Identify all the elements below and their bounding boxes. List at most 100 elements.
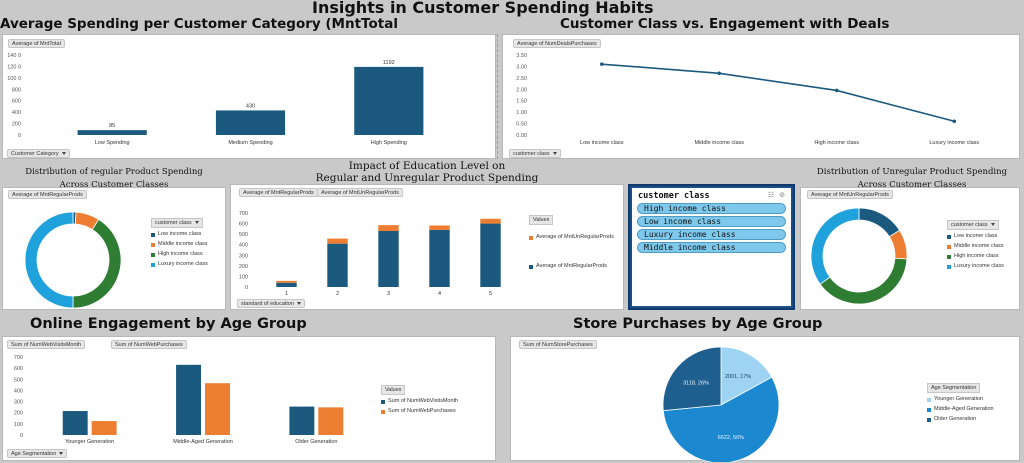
- avg-spending-panel: Average of MntTotal 0 200 400 600 800 100 0 12…: [2, 34, 496, 159]
- class-engagement-category-label: Middle income class: [694, 140, 744, 146]
- legend-item: Luxury income class: [151, 261, 223, 268]
- class-engagement-point: [599, 62, 604, 66]
- age-segmentation-label: Age Segmentation: [11, 451, 57, 457]
- customer-category-filter[interactable]: Customer Category: [7, 149, 70, 158]
- avg-spending-ytick-label: 100 0: [7, 76, 21, 82]
- legend-swatch: [151, 252, 155, 257]
- online-bar: [91, 421, 117, 435]
- online-ytick-label: 600: [14, 366, 23, 372]
- legend-swatch: [947, 254, 951, 259]
- avg-spending-ytick-label: 140 0: [7, 53, 21, 59]
- avg-spending-chart: 0 200 400 600 800 100 0 120 0 140 0 85 Low Spendi…: [7, 53, 424, 146]
- slicer-item-high-income[interactable]: High income class: [637, 203, 786, 214]
- legend-label: Sum of NumWebVisitsMonth: [388, 398, 459, 404]
- online-category-label: Younger Generation: [65, 439, 114, 445]
- education-category-label: 5: [489, 291, 492, 297]
- legend-item: Low income class: [151, 231, 223, 238]
- legend-label: Older Generation: [934, 416, 977, 422]
- legend-label: Middle-Aged Generation: [934, 406, 994, 412]
- legend-label: Luxury income class: [158, 261, 208, 267]
- sum-web-visits-field[interactable]: Sum of NumWebVisitsMonth: [7, 340, 86, 349]
- store-slice: [662, 346, 722, 412]
- chevron-down-icon: [194, 221, 199, 225]
- online-bar: [176, 364, 201, 435]
- avg-spending-ytick-label: 200: [12, 122, 21, 128]
- avg-spending-category-label: High Spending: [371, 140, 407, 146]
- legend-swatch: [529, 235, 533, 240]
- online-ytick-label: 0: [20, 433, 23, 439]
- class-engagement-point: [952, 119, 957, 124]
- slicer-item-middle-income[interactable]: Middle income class: [637, 242, 786, 253]
- online-legend: Values Sum of NumWebVisitsMonth Sum of N…: [381, 385, 493, 418]
- education-ytick-label: 700: [239, 211, 248, 217]
- store-legend: Age Segmentation Younger Generation Midd…: [927, 383, 1019, 426]
- class-engagement-ytick-label: 3.00: [516, 64, 527, 70]
- online-bar: [62, 411, 88, 435]
- avg-spending-category-label: Medium Spending: [228, 140, 272, 146]
- unregular-dist-slice: [810, 207, 860, 285]
- regular-legend-header[interactable]: customer class: [151, 218, 203, 228]
- legend-item: High income class: [151, 251, 223, 258]
- class-engagement-title: Customer Class vs. Engagement with Deals: [560, 16, 890, 32]
- avg-spending-ytick-label: 0: [18, 133, 21, 139]
- avg-spending-title: Average Spending per Customer Category (…: [0, 16, 398, 32]
- chevron-down-icon: [61, 152, 66, 156]
- store-title: Store Purchases by Age Group: [573, 316, 823, 332]
- education-bar: [378, 225, 399, 231]
- customer-class-slicer: customer class ☷ ⊘ High income class Low…: [628, 184, 795, 310]
- unregular-legend-header-text: customer class: [951, 222, 988, 228]
- education-panel: Average of MntRegularProds Average of Mn…: [230, 184, 624, 310]
- legend-label: Luxury income class: [954, 263, 1004, 269]
- sum-store-field[interactable]: Sum of NumStorePurchases: [519, 340, 597, 349]
- avg-spending-ytick-label: 400: [12, 110, 21, 116]
- education-bar: [429, 225, 450, 230]
- unregular-dist-slice: [819, 257, 908, 305]
- avg-spending-data-label: 1192: [383, 60, 395, 66]
- slicer-item-luxury-income[interactable]: Luxury income class: [637, 229, 786, 240]
- avg-spending-bar: [77, 130, 147, 135]
- online-ytick-label: 200: [14, 411, 23, 417]
- slicer-item-low-income[interactable]: Low income class: [637, 216, 786, 227]
- unregular-dist-legend: customer class Low income class Middle i…: [947, 220, 1019, 273]
- legend-item: Older Generation: [927, 416, 1019, 423]
- avg-mnttotal-field[interactable]: Average of MntTotal: [8, 39, 65, 48]
- multi-select-icon[interactable]: ☷: [767, 192, 775, 199]
- regular-dist-title-line1: Distribution of regular Product Spending: [25, 167, 203, 177]
- education-title: Impact of Education Level on Regular and…: [230, 160, 624, 184]
- standard-of-education-filter[interactable]: standard of education: [237, 299, 305, 308]
- avg-unregular-field-2[interactable]: Average of MntUnRegularProds: [807, 190, 893, 199]
- class-engagement-panel: Average of NumDealsPurchases 0.00 0.50 1.0…: [502, 34, 1020, 159]
- chevron-down-icon: [296, 302, 301, 306]
- online-category-label: Middle-Aged Generation: [173, 439, 233, 445]
- online-category-label: Older Generation: [295, 439, 337, 445]
- education-bar: [276, 282, 297, 287]
- avg-unregular-field[interactable]: Average of MntUnRegularProds: [317, 188, 403, 197]
- regular-dist-panel: Average of MntRegularProds customer clas…: [2, 187, 226, 310]
- legend-item: Average of MntUnRegularProds: [529, 234, 621, 241]
- education-bar: [429, 229, 450, 287]
- avg-regular-field[interactable]: Average of MntRegularProds: [8, 190, 87, 199]
- legend-item: High income class: [947, 253, 1019, 260]
- clear-filter-icon[interactable]: ⊘: [779, 192, 785, 199]
- legend-swatch: [151, 232, 155, 237]
- regular-dist-title-line2: Across Customer Classes: [59, 180, 169, 190]
- slicer-body: customer class ☷ ⊘ High income class Low…: [632, 188, 791, 306]
- legend-item: Luxury income class: [947, 263, 1019, 270]
- dashboard-title: Insights in Customer Spending Habits: [312, 0, 654, 17]
- education-legend: Values Average of MntUnRegularProds Aver…: [529, 215, 621, 273]
- legend-item: Sum of NumWebPurchases: [381, 408, 493, 415]
- store-slice: [720, 346, 773, 406]
- chevron-down-icon: [990, 223, 995, 227]
- online-ytick-label: 100: [14, 422, 23, 428]
- legend-swatch: [927, 417, 931, 422]
- slicer-toolbar: ☷ ⊘: [768, 191, 785, 199]
- online-ytick-label: 400: [14, 388, 23, 394]
- divider: [497, 34, 501, 159]
- avg-deals-field[interactable]: Average of NumDealsPurchases: [513, 39, 601, 48]
- class-engagement-category-label: Low income class: [580, 140, 624, 146]
- unregular-legend-header[interactable]: customer class: [947, 220, 999, 230]
- sum-web-purchases-field[interactable]: Sum of NumWebPurchases: [111, 340, 187, 349]
- customer-class-filter[interactable]: customer class: [509, 149, 561, 158]
- age-segmentation-filter[interactable]: Age Segmentation: [7, 449, 68, 458]
- legend-label: Low income class: [158, 231, 202, 237]
